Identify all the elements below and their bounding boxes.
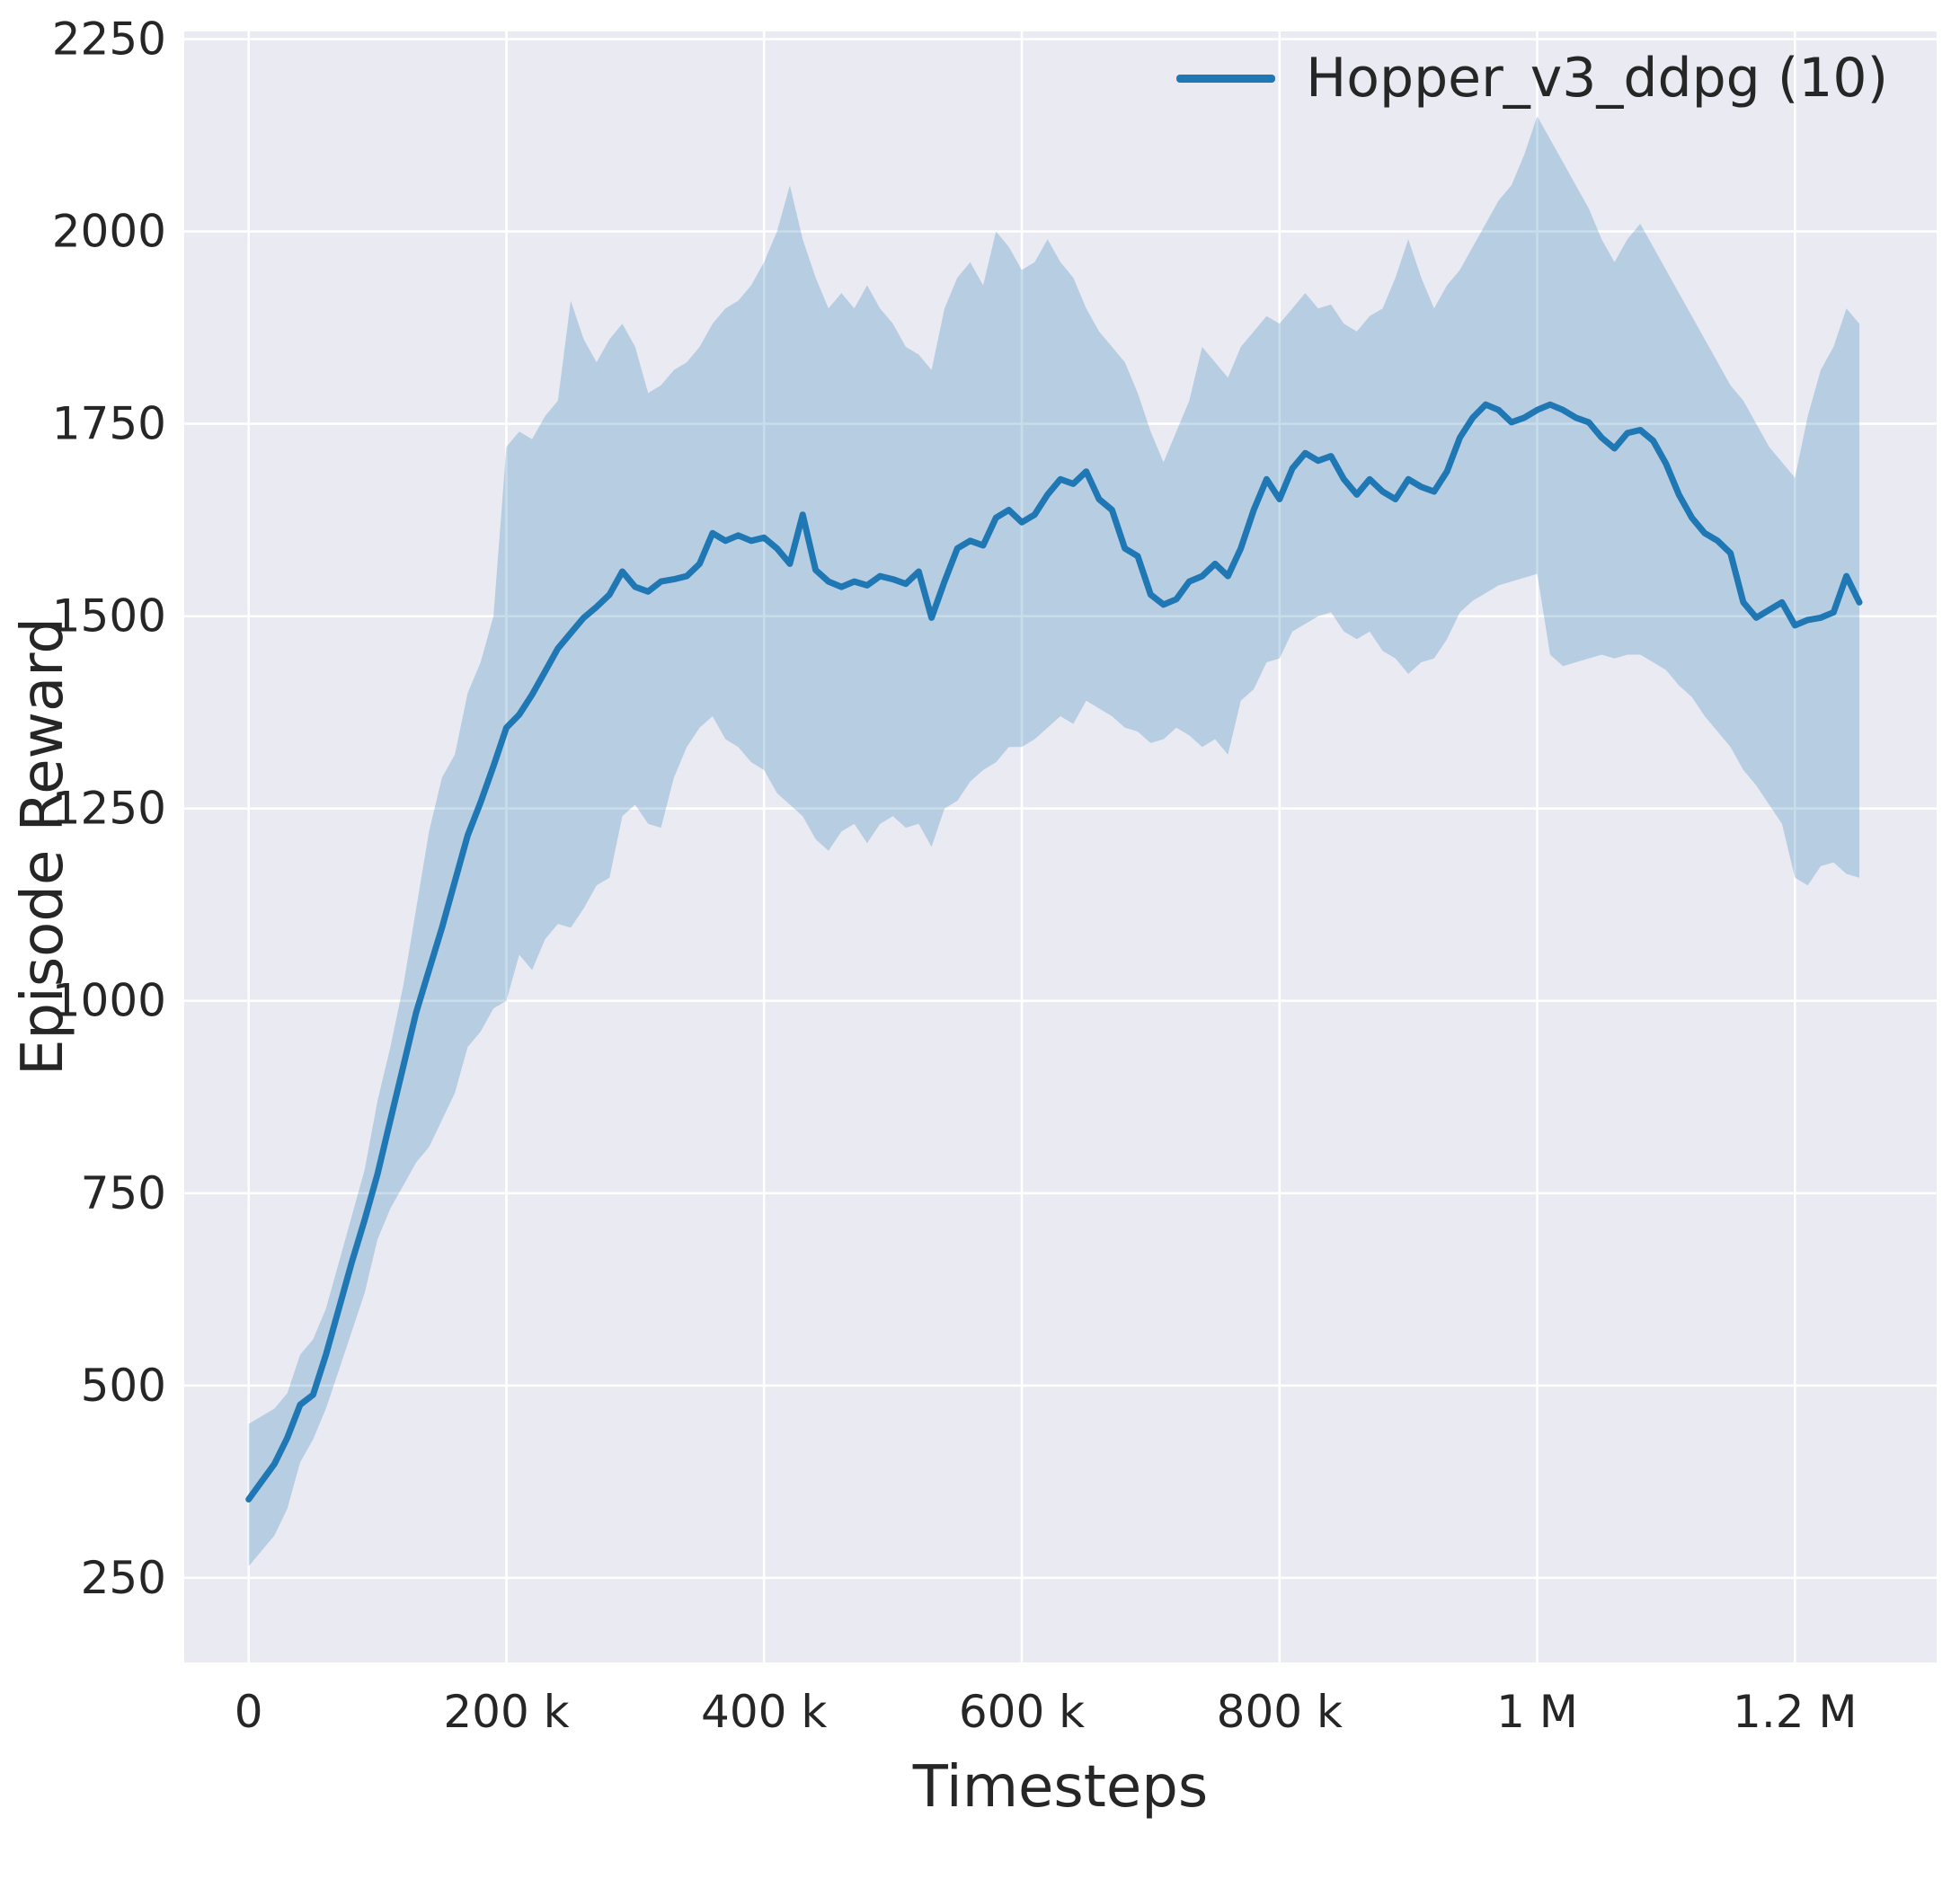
svg-text:500: 500 <box>81 1360 166 1412</box>
svg-text:800 k: 800 k <box>1217 1686 1343 1738</box>
legend-line-swatch <box>1176 74 1276 83</box>
svg-text:0: 0 <box>235 1686 263 1738</box>
y-axis-label: Episode Reward <box>10 616 76 1077</box>
svg-text:600 k: 600 k <box>959 1686 1085 1738</box>
svg-text:2250: 2250 <box>52 13 166 66</box>
legend-label: Hopper_v3_ddpg (10) <box>1306 47 1888 110</box>
svg-text:2000: 2000 <box>52 206 166 258</box>
svg-text:1250: 1250 <box>52 783 166 835</box>
svg-text:400 k: 400 k <box>701 1686 827 1738</box>
svg-text:1000: 1000 <box>52 975 166 1027</box>
legend: Hopper_v3_ddpg (10) <box>1176 47 1888 110</box>
svg-text:200 k: 200 k <box>443 1686 569 1738</box>
svg-text:1 M: 1 M <box>1496 1686 1578 1738</box>
svg-text:1750: 1750 <box>52 398 166 450</box>
svg-text:750: 750 <box>81 1167 166 1219</box>
svg-text:1500: 1500 <box>52 590 166 643</box>
svg-text:250: 250 <box>81 1552 166 1604</box>
x-axis-label: Timesteps <box>912 1754 1209 1821</box>
svg-text:1.2 M: 1.2 M <box>1733 1686 1858 1738</box>
